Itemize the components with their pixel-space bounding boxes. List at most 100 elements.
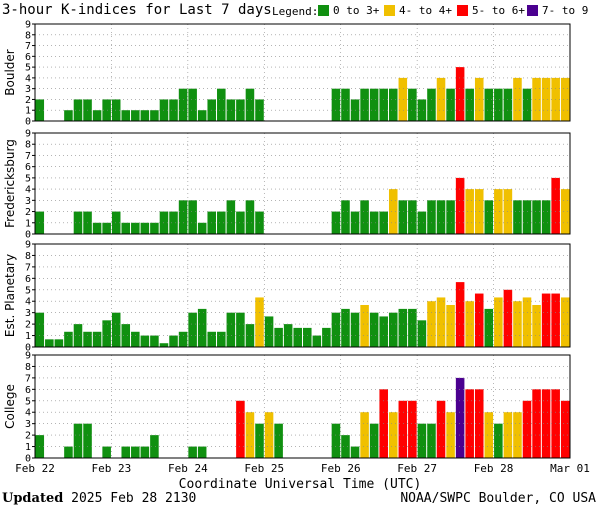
k-index-bar [121, 110, 131, 121]
k-index-bar [494, 88, 503, 121]
k-index-bar [245, 324, 255, 347]
k-index-bar [255, 297, 264, 347]
k-index-bar [541, 77, 551, 121]
k-index-bar [83, 331, 92, 347]
y-tick-label: 5 [25, 63, 31, 74]
y-tick-label: 3 [25, 308, 31, 319]
y-tick-label: 1 [25, 218, 31, 229]
k-index-bar [551, 293, 560, 347]
k-index-bar [408, 88, 417, 121]
k-index-bar [73, 99, 83, 121]
k-index-bar [236, 99, 245, 121]
k-index-bar [541, 200, 551, 234]
k-index-bar [560, 77, 570, 121]
k-index-bar [131, 110, 140, 121]
y-tick-label: 0 [25, 343, 31, 354]
legend-swatch-green [318, 5, 329, 16]
y-tick-label: 2 [25, 207, 31, 218]
k-index-bar [188, 446, 197, 458]
panel-title: College [3, 384, 17, 429]
k-index-bar [522, 200, 532, 234]
k-index-bar [140, 222, 150, 234]
k-index-bar [226, 312, 236, 347]
y-tick-label: 8 [25, 30, 31, 41]
y-tick-label: 4 [25, 73, 31, 84]
y-tick-label: 0 [25, 454, 31, 465]
k-index-bar [360, 200, 369, 234]
k-index-bar [92, 222, 102, 234]
k-index-bar [197, 110, 207, 121]
y-tick-label: 5 [25, 285, 31, 296]
legend-swatch-red [457, 5, 468, 16]
x-tick-label: Feb 22 [15, 462, 55, 475]
k-index-bar [398, 77, 408, 121]
k-index-bar [73, 423, 83, 458]
k-index-bar [169, 335, 178, 347]
k-index-bar [436, 297, 446, 347]
k-index-bar [427, 88, 436, 121]
k-index-bar [484, 412, 494, 458]
k-index-bar [150, 222, 159, 234]
k-index-bar [331, 88, 341, 121]
source-credit: NOAA/SWPC Boulder, CO USA [400, 491, 596, 506]
k-index-bar [446, 412, 455, 458]
k-index-bar [398, 400, 408, 458]
k-index-bar [560, 189, 570, 234]
y-tick-label: 0 [25, 117, 31, 128]
k-index-bar [369, 423, 379, 458]
y-tick-label: 0 [25, 230, 31, 241]
k-index-bar [188, 200, 197, 234]
k-index-bar [427, 200, 436, 234]
k-index-bar [131, 446, 140, 458]
k-index-bar [102, 99, 111, 121]
k-index-bar [455, 177, 465, 234]
k-index-bar [494, 423, 503, 458]
k-index-bar [465, 301, 474, 347]
k-index-bar [226, 200, 236, 234]
k-index-bar [322, 327, 331, 347]
k-index-bar [541, 293, 551, 347]
k-index-bar [350, 446, 360, 458]
k-index-bar [408, 400, 417, 458]
k-index-bar [341, 200, 350, 234]
k-index-bar [522, 297, 532, 347]
k-index-bar [245, 88, 255, 121]
y-tick-label: 7 [25, 151, 31, 162]
k-index-bar [102, 222, 111, 234]
legend-swatch-purple [527, 5, 538, 16]
y-tick-label: 9 [25, 129, 31, 140]
y-tick-label: 7 [25, 262, 31, 273]
k-index-bar [121, 324, 131, 347]
k-index-bar [503, 88, 513, 121]
k-index-bar [188, 312, 197, 347]
k-index-bar [150, 435, 159, 458]
legend-swatch-yellow [384, 5, 395, 16]
k-index-bar [484, 308, 494, 347]
y-tick-label: 2 [25, 95, 31, 106]
legend-item-label: 7- to 9 [542, 4, 589, 17]
k-index-bar [408, 200, 417, 234]
k-index-bar [417, 320, 427, 347]
k-index-bar [503, 289, 513, 347]
k-index-bar [293, 327, 302, 347]
k-index-bar [264, 316, 274, 347]
k-index-bar [484, 200, 494, 234]
k-index-bar [188, 88, 197, 121]
x-tick-label: Feb 23 [92, 462, 132, 475]
y-tick-label: 5 [25, 396, 31, 407]
chart-title: 3-hour K-indices for Last 7 days [2, 2, 272, 18]
k-index-bar [532, 77, 541, 121]
y-tick-label: 9 [25, 240, 31, 251]
panel-frame [34, 23, 571, 122]
y-tick-label: 8 [25, 140, 31, 151]
k-index-bar [427, 423, 436, 458]
k-index-bar [417, 211, 427, 234]
k-index-bar [522, 400, 532, 458]
k-index-bar [331, 423, 341, 458]
k-index-bar [121, 446, 131, 458]
k-index-bar [207, 331, 217, 347]
k-index-bar [388, 189, 398, 234]
k-index-bar [197, 308, 207, 347]
y-tick-label: 4 [25, 185, 31, 196]
